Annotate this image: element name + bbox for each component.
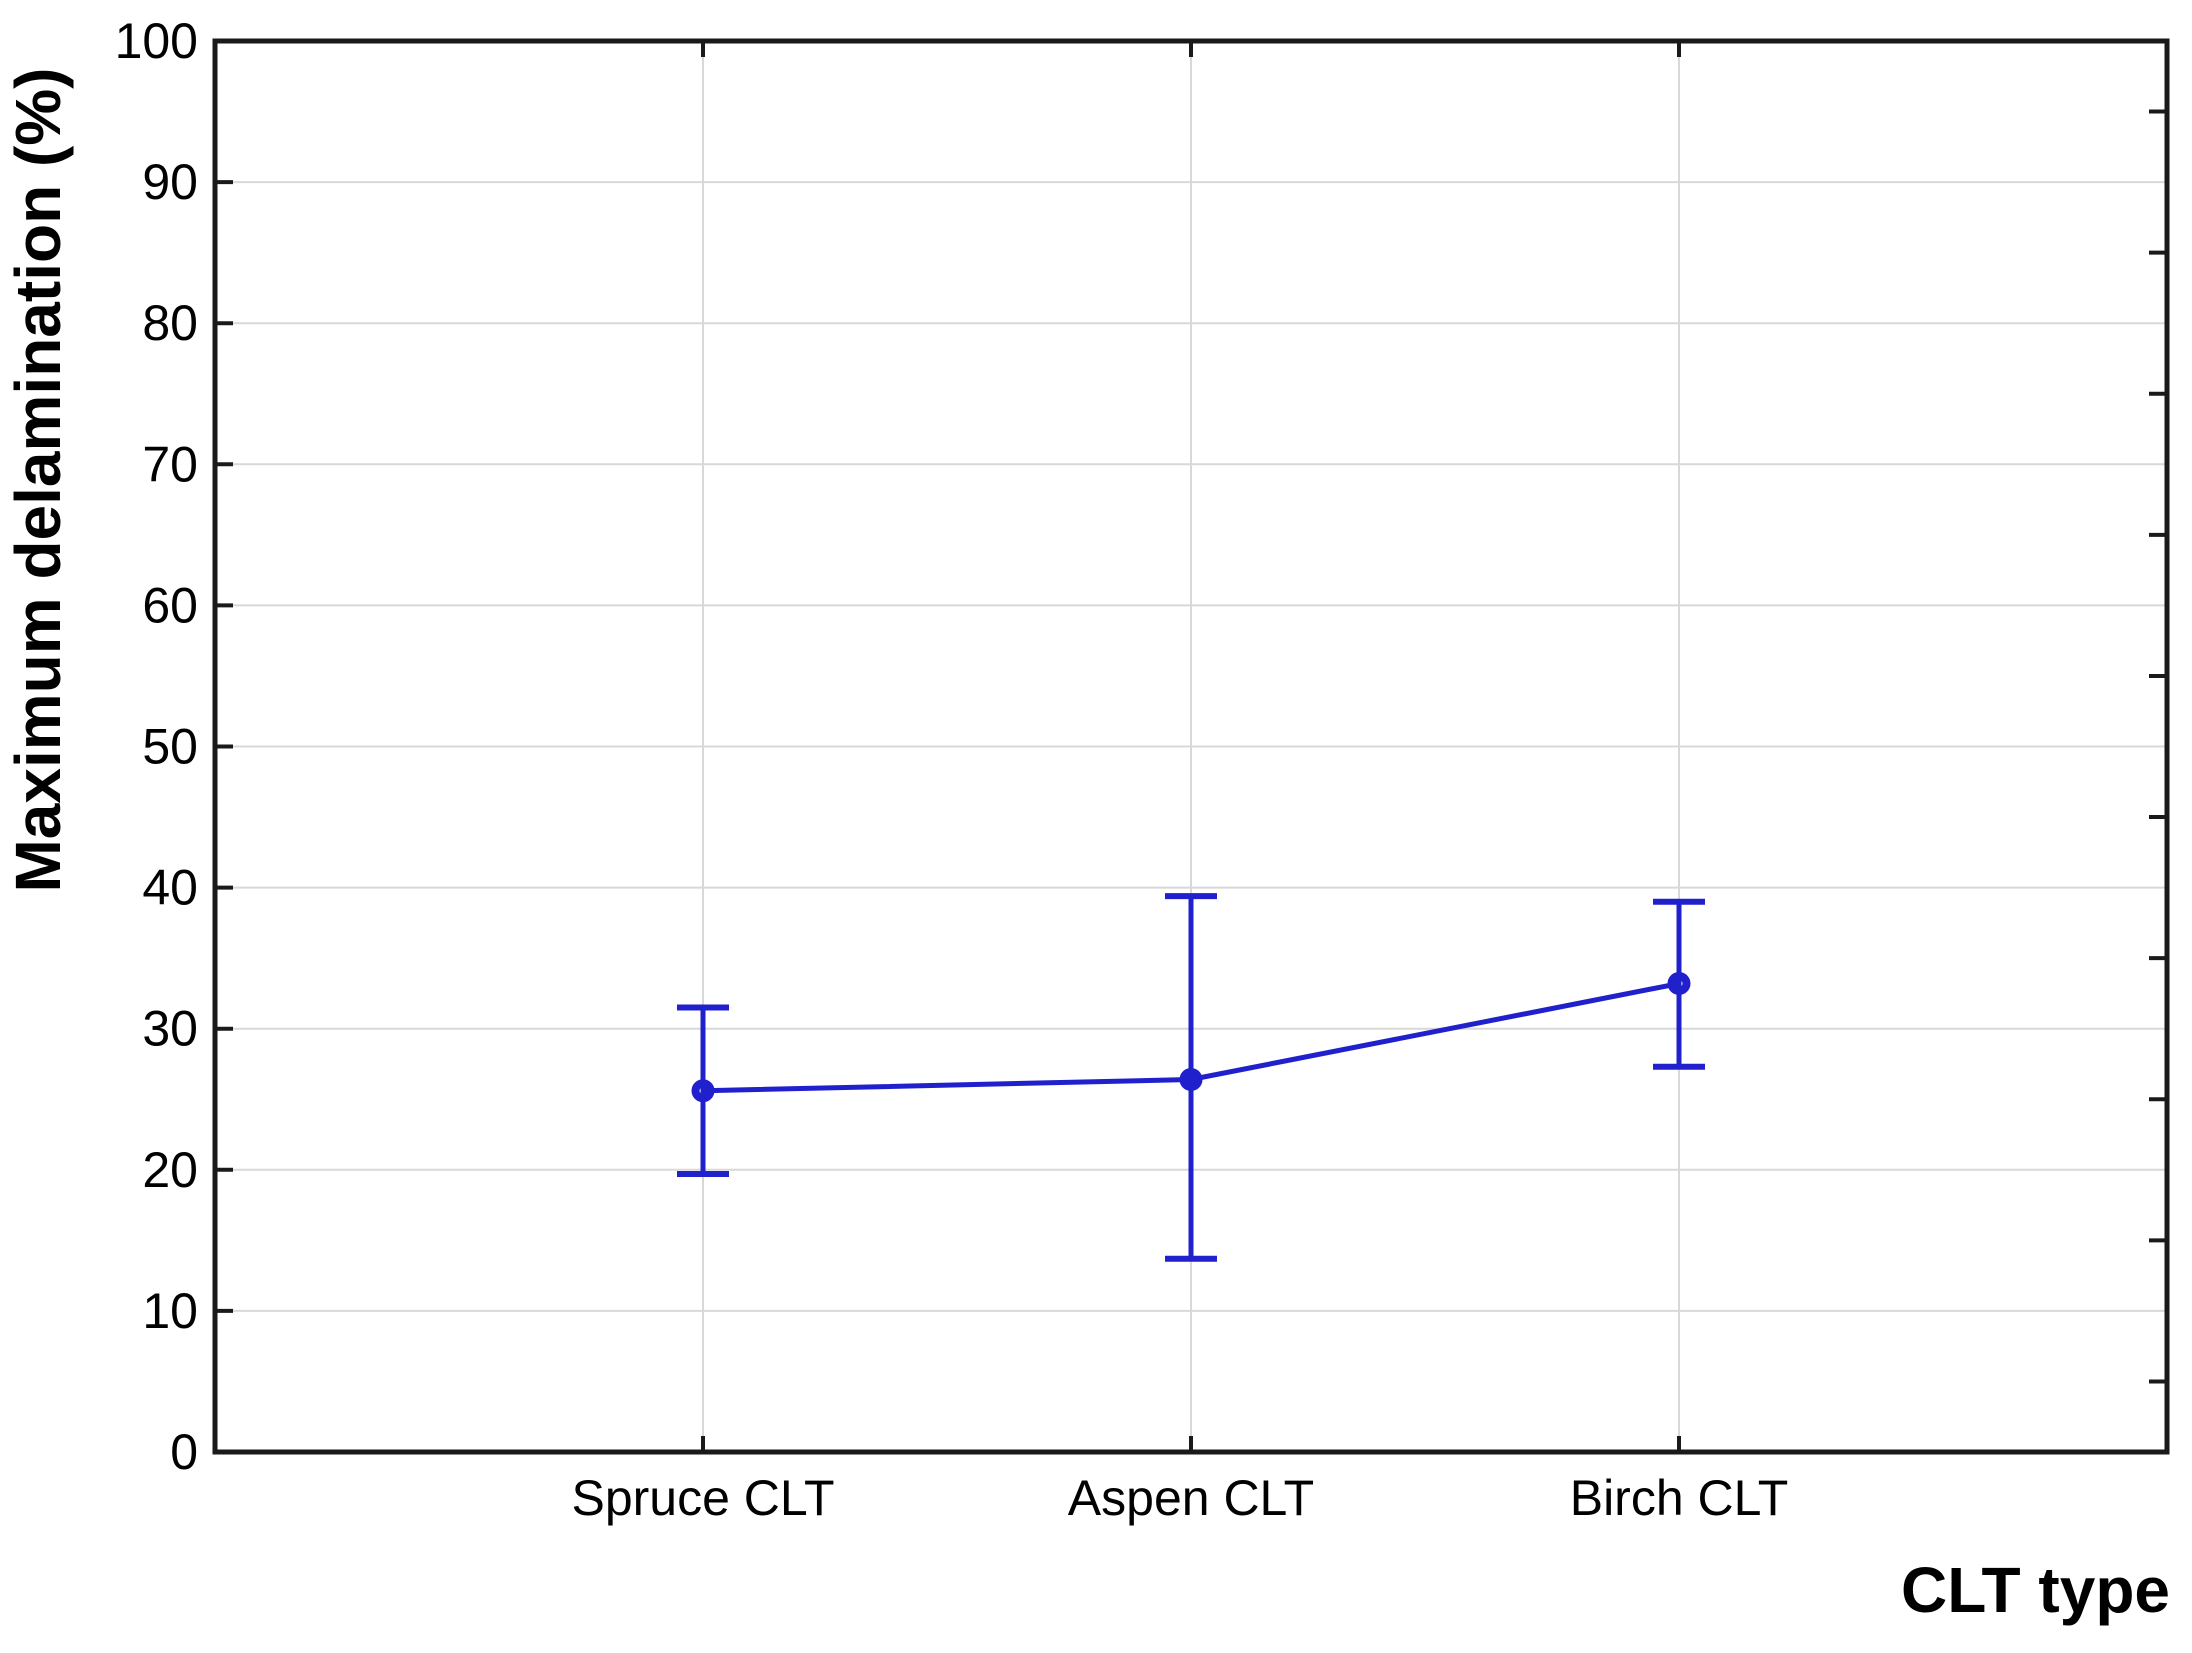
y-tick-label: 60 [142, 577, 198, 633]
data-marker [1667, 972, 1691, 996]
markers [691, 972, 1691, 1103]
y-tick-label: 10 [142, 1283, 198, 1339]
y-tick-labels: 0 10 20 30 40 50 60 70 80 90 100 [115, 13, 198, 1480]
y-tick-label: 40 [142, 860, 198, 916]
x-category-labels: Spruce CLT Aspen CLT Birch CLT [571, 1470, 1788, 1526]
axis-ticks [215, 39, 2167, 1454]
x-category-label: Spruce CLT [571, 1470, 834, 1526]
y-tick-label: 100 [115, 13, 198, 69]
series-line [702, 981, 1680, 1094]
y-tick-label: 90 [142, 154, 198, 210]
y-axis-title: Maximum delamination (%) [2, 68, 74, 893]
y-tick-label: 70 [142, 436, 198, 492]
x-category-label: Birch CLT [1570, 1470, 1789, 1526]
y-tick-label: 0 [170, 1424, 198, 1480]
y-tick-label: 50 [142, 719, 198, 775]
x-axis-title: CLT type [1901, 1554, 2170, 1626]
gridlines [215, 41, 2167, 1452]
data-marker [691, 1079, 715, 1103]
x-category-label: Aspen CLT [1068, 1470, 1314, 1526]
y-tick-label: 80 [142, 295, 198, 351]
data-marker [1179, 1067, 1203, 1091]
y-tick-label: 20 [142, 1142, 198, 1198]
y-tick-label: 30 [142, 1001, 198, 1057]
